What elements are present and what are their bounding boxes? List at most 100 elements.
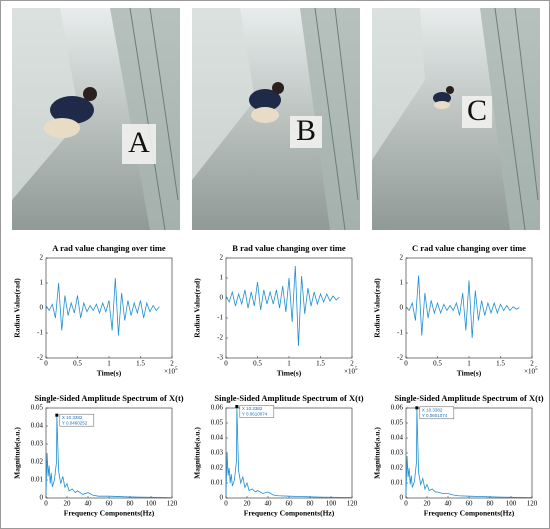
chart-title: A rad value changing over time [52,243,166,253]
datatip-text: X 10.3382 [422,408,443,413]
chart-title: Single-Sided Amplitude Spectrum of X(t) [34,393,183,403]
y-tick-label: 1 [220,274,224,282]
y-tick-label: 0.06 [391,404,404,412]
x-tick-label: 120 [347,500,358,508]
x-offset-exponent: 5 [535,367,538,372]
plot-area [405,257,533,359]
x-tick-label: 1.5 [136,360,145,368]
x-tick-label: 1 [467,360,471,368]
datatip-box [59,413,95,427]
x-tick-label: 1.5 [496,360,505,368]
y-tick-label: 0 [40,304,44,312]
y-axis-label: Radian Value(rad) [373,278,382,338]
x-tick-label: 20 [244,500,252,508]
x-tick-label: 120 [167,500,178,508]
y-tick-label: 0.02 [211,464,224,472]
y-tick-label: -1 [397,329,403,337]
x-tick-label: 40 [265,500,273,508]
x-tick-label: 0.5 [73,360,82,368]
x-offset-exponent: 5 [355,367,358,372]
plot-area [405,407,533,499]
y-tick-label: 0.05 [31,404,44,412]
y-tick-label: 2 [220,254,224,262]
chart-title: Single-Sided Amplitude Spectrum of X(t) [214,393,363,403]
data-line [405,407,533,498]
y-tick-label: 0 [40,494,44,502]
y-tick-label: 0.03 [31,440,44,448]
x-tick-label: 40 [85,500,93,508]
x-tick-label: 0 [224,500,228,508]
datatip-text: Y 0.0460252 [62,420,88,425]
x-tick-label: 0.5 [433,360,442,368]
plot-area [225,407,353,499]
x-axis-label: Time(s) [457,369,482,378]
x-tick-label: 100 [326,500,337,508]
y-tick-label: 0.02 [391,464,404,472]
x-tick-label: 0 [404,360,408,368]
y-tick-label: 0 [220,494,224,502]
photo: B [192,7,360,231]
x-tick-label: 1 [287,360,291,368]
y-tick-label: -3 [217,354,223,362]
x-offset-text: ×10 [344,368,355,376]
x-tick-label: 0.5 [253,360,262,368]
chart-title: C rad value changing over time [412,243,526,253]
plot-area [45,257,173,359]
y-tick-label: 2 [40,254,44,262]
y-axis-label: Radian Value(rad) [13,278,22,338]
x-tick-label: 60 [106,500,114,508]
x-tick-label: 100 [146,500,157,508]
x-tick-label: 60 [286,500,294,508]
x-axis-label: Time(s) [277,369,302,378]
y-tick-label: -2 [397,354,403,362]
x-axis-label: Frequency Components(Hz) [64,509,155,518]
x-tick-label: 60 [466,500,474,508]
x-tick-label: 40 [445,500,453,508]
y-tick-label: -1 [217,314,223,322]
y-tick-label: 0.04 [211,434,224,442]
y-tick-label: 2 [400,254,404,262]
datatip-marker [55,413,59,417]
photo: A [12,7,180,231]
datatip-text: X 10.3382 [242,406,263,411]
x-tick-label: 120 [527,500,538,508]
y-tick-label: 0.03 [211,449,224,457]
y-tick-label: -2 [217,334,223,342]
x-tick-label: 20 [424,500,432,508]
y-tick-label: 0.05 [391,419,404,427]
photo-label: A [128,126,150,159]
x-tick-label: 0 [44,500,48,508]
x-tick-label: 80 [307,500,315,508]
datatip-box [419,406,455,420]
plot-area [225,257,353,359]
x-tick-label: 1.5 [316,360,325,368]
x-axis-label: Frequency Components(Hz) [244,509,335,518]
photo-label: B [296,114,316,147]
x-tick-label: 20 [64,500,72,508]
y-tick-label: 0.01 [391,479,404,487]
y-axis-label: Magnitude(a.u.) [13,427,22,479]
x-offset-text: ×10 [164,368,175,376]
datatip-text: Y 0.0601074 [422,413,448,418]
x-tick-label: 2 [170,360,174,368]
y-tick-label: -1 [37,329,43,337]
x-tick-label: 80 [487,500,495,508]
y-tick-label: 0.02 [31,458,44,466]
y-tick-label: -2 [37,354,43,362]
x-offset-text: ×10 [524,368,535,376]
datatip-text: X 10.3382 [62,415,83,420]
x-tick-label: 2 [530,360,534,368]
photo-label: C [467,94,487,127]
chart-title: B rad value changing over time [232,243,346,253]
x-tick-label: 0 [44,360,48,368]
datatip-text: Y 0.0610074 [242,412,268,417]
y-tick-label: 0 [400,304,404,312]
x-axis-label: Time(s) [97,369,122,378]
x-axis-label: Frequency Components(Hz) [424,509,515,518]
y-tick-label: 0.03 [391,449,404,457]
data-line [225,406,353,498]
data-line [405,275,520,339]
datatip-box [239,405,275,418]
datatip-marker [415,406,419,410]
y-tick-label: 0 [220,294,224,302]
